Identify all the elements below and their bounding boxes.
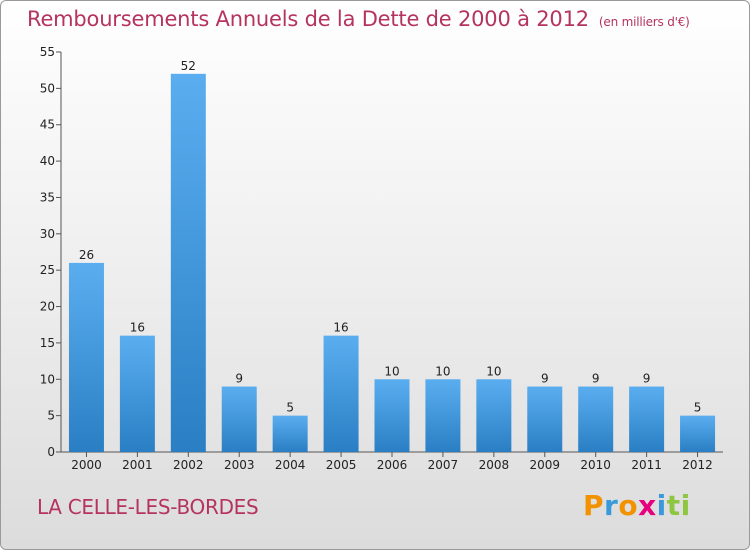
- bar-2005: [323, 335, 359, 452]
- data-label-2001: 16: [130, 321, 145, 335]
- y-tick-label: 15: [40, 336, 55, 350]
- y-tick-label: 25: [40, 263, 55, 277]
- data-label-2006: 10: [384, 364, 399, 378]
- y-tick-label: 50: [40, 81, 55, 95]
- x-tick-label-2000: 2000: [71, 458, 102, 472]
- data-label-2010: 9: [592, 372, 600, 386]
- data-label-2002: 52: [181, 59, 196, 73]
- x-tick-label-2002: 2002: [173, 458, 204, 472]
- proxiti-logo: Proxiti: [583, 489, 691, 522]
- bar-2004: [272, 415, 308, 452]
- data-label-2003: 9: [235, 372, 243, 386]
- x-tick-label-2001: 2001: [122, 458, 153, 472]
- y-tick-label: 30: [40, 227, 55, 241]
- x-tick-label-2012: 2012: [682, 458, 713, 472]
- y-tick-label: 0: [47, 445, 55, 459]
- bar-2009: [527, 386, 563, 452]
- y-tick-label: 10: [40, 372, 55, 386]
- x-tick-label-2003: 2003: [224, 458, 255, 472]
- bar-2008: [476, 379, 512, 452]
- bar-2000: [68, 262, 104, 452]
- bar-2002: [170, 73, 206, 453]
- data-label-2012: 5: [694, 401, 702, 415]
- data-label-2008: 10: [486, 364, 501, 378]
- data-label-2005: 16: [333, 321, 348, 335]
- bar-2010: [578, 386, 614, 452]
- x-tick-label-2006: 2006: [377, 458, 408, 472]
- bar-2007: [425, 379, 461, 452]
- data-label-2004: 5: [286, 401, 294, 415]
- data-label-2009: 9: [541, 372, 549, 386]
- data-label-2007: 10: [435, 364, 450, 378]
- y-tick-label: 20: [40, 300, 55, 314]
- chart-title: Remboursements Annuels de la Dette de 20…: [27, 7, 690, 31]
- data-label-2000: 26: [79, 248, 94, 262]
- chart-unit: (en milliers d'€): [598, 15, 690, 29]
- bar-2003: [221, 386, 257, 452]
- x-tick-label-2005: 2005: [326, 458, 357, 472]
- bar-2011: [629, 386, 665, 452]
- data-label-2011: 9: [643, 372, 651, 386]
- y-tick-label: 40: [40, 154, 55, 168]
- y-tick-label: 35: [40, 190, 55, 204]
- x-tick-label-2008: 2008: [479, 458, 510, 472]
- x-tick-label-2010: 2010: [580, 458, 611, 472]
- x-tick-label-2004: 2004: [275, 458, 306, 472]
- x-tick-label-2009: 2009: [529, 458, 560, 472]
- y-tick-label: 5: [47, 409, 55, 423]
- x-tick-label-2007: 2007: [428, 458, 459, 472]
- bar-2001: [119, 335, 155, 452]
- y-tick-label: 45: [40, 118, 55, 132]
- commune-name: LA CELLE-LES-BORDES: [37, 495, 259, 519]
- y-tick-label: 55: [40, 45, 55, 59]
- bar-2006: [374, 379, 410, 452]
- x-tick-label-2011: 2011: [631, 458, 662, 472]
- bar-2012: [680, 415, 716, 452]
